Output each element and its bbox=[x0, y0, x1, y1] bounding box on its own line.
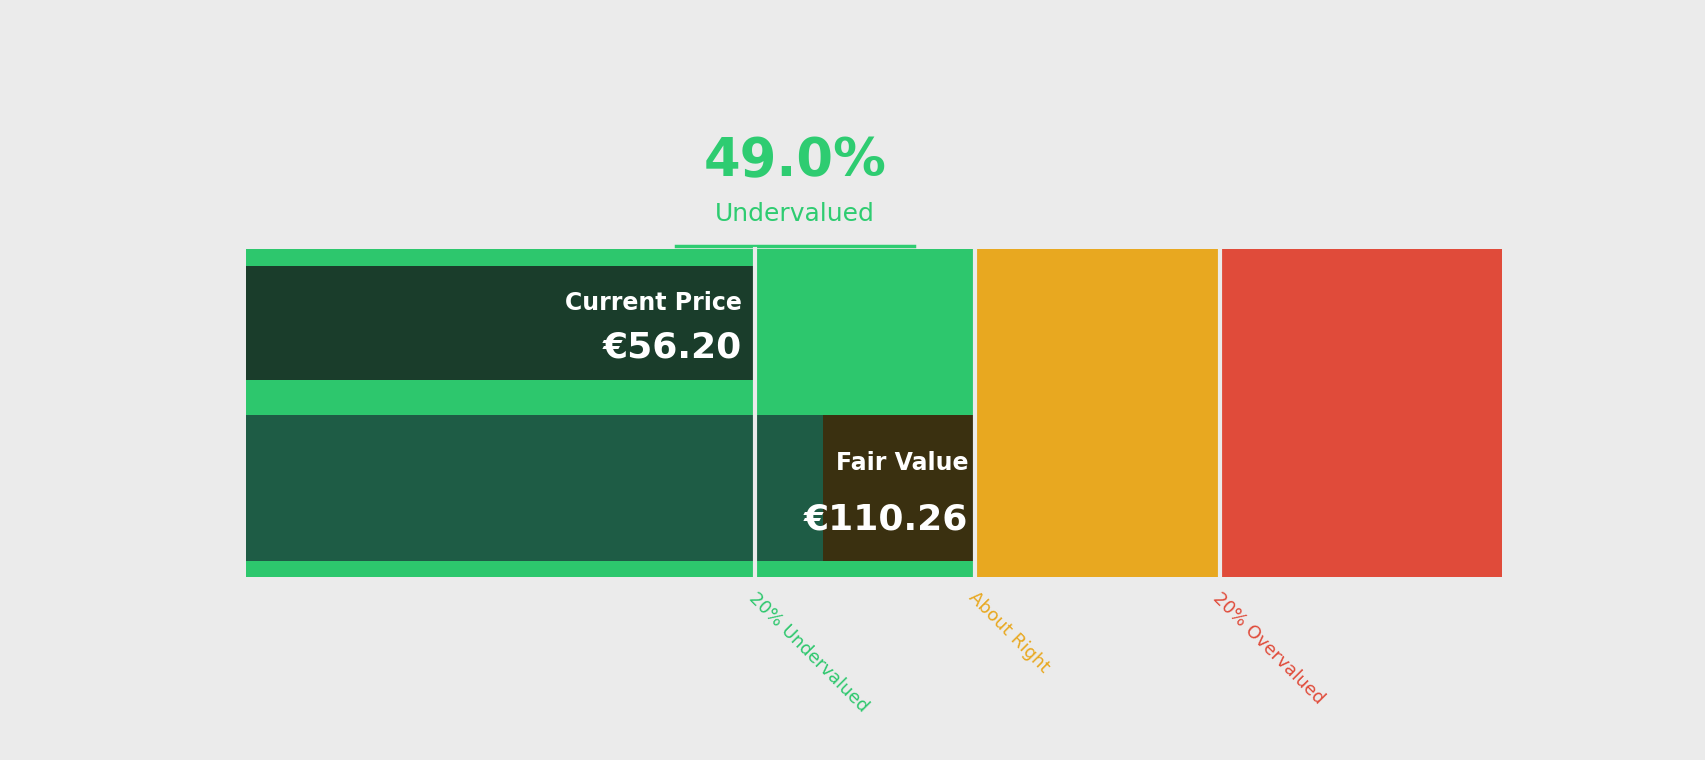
Bar bbox=[1219, 249, 1502, 577]
Text: About Right: About Right bbox=[963, 588, 1052, 676]
Text: Fair Value: Fair Value bbox=[835, 451, 968, 475]
Text: 20% Undervalued: 20% Undervalued bbox=[745, 588, 871, 715]
Bar bbox=[246, 249, 755, 577]
Text: Current Price: Current Price bbox=[564, 291, 742, 315]
Bar bbox=[755, 249, 974, 577]
Bar bbox=[246, 265, 755, 380]
Text: 49.0%: 49.0% bbox=[702, 135, 887, 188]
Bar bbox=[246, 416, 974, 561]
Text: €56.20: €56.20 bbox=[602, 331, 742, 365]
Bar bbox=[246, 265, 755, 380]
Text: €110.26: €110.26 bbox=[803, 503, 968, 537]
Bar bbox=[974, 249, 1219, 577]
Text: 20% Overvalued: 20% Overvalued bbox=[1209, 588, 1328, 708]
Text: Undervalued: Undervalued bbox=[714, 202, 875, 226]
Bar bbox=[822, 416, 974, 561]
